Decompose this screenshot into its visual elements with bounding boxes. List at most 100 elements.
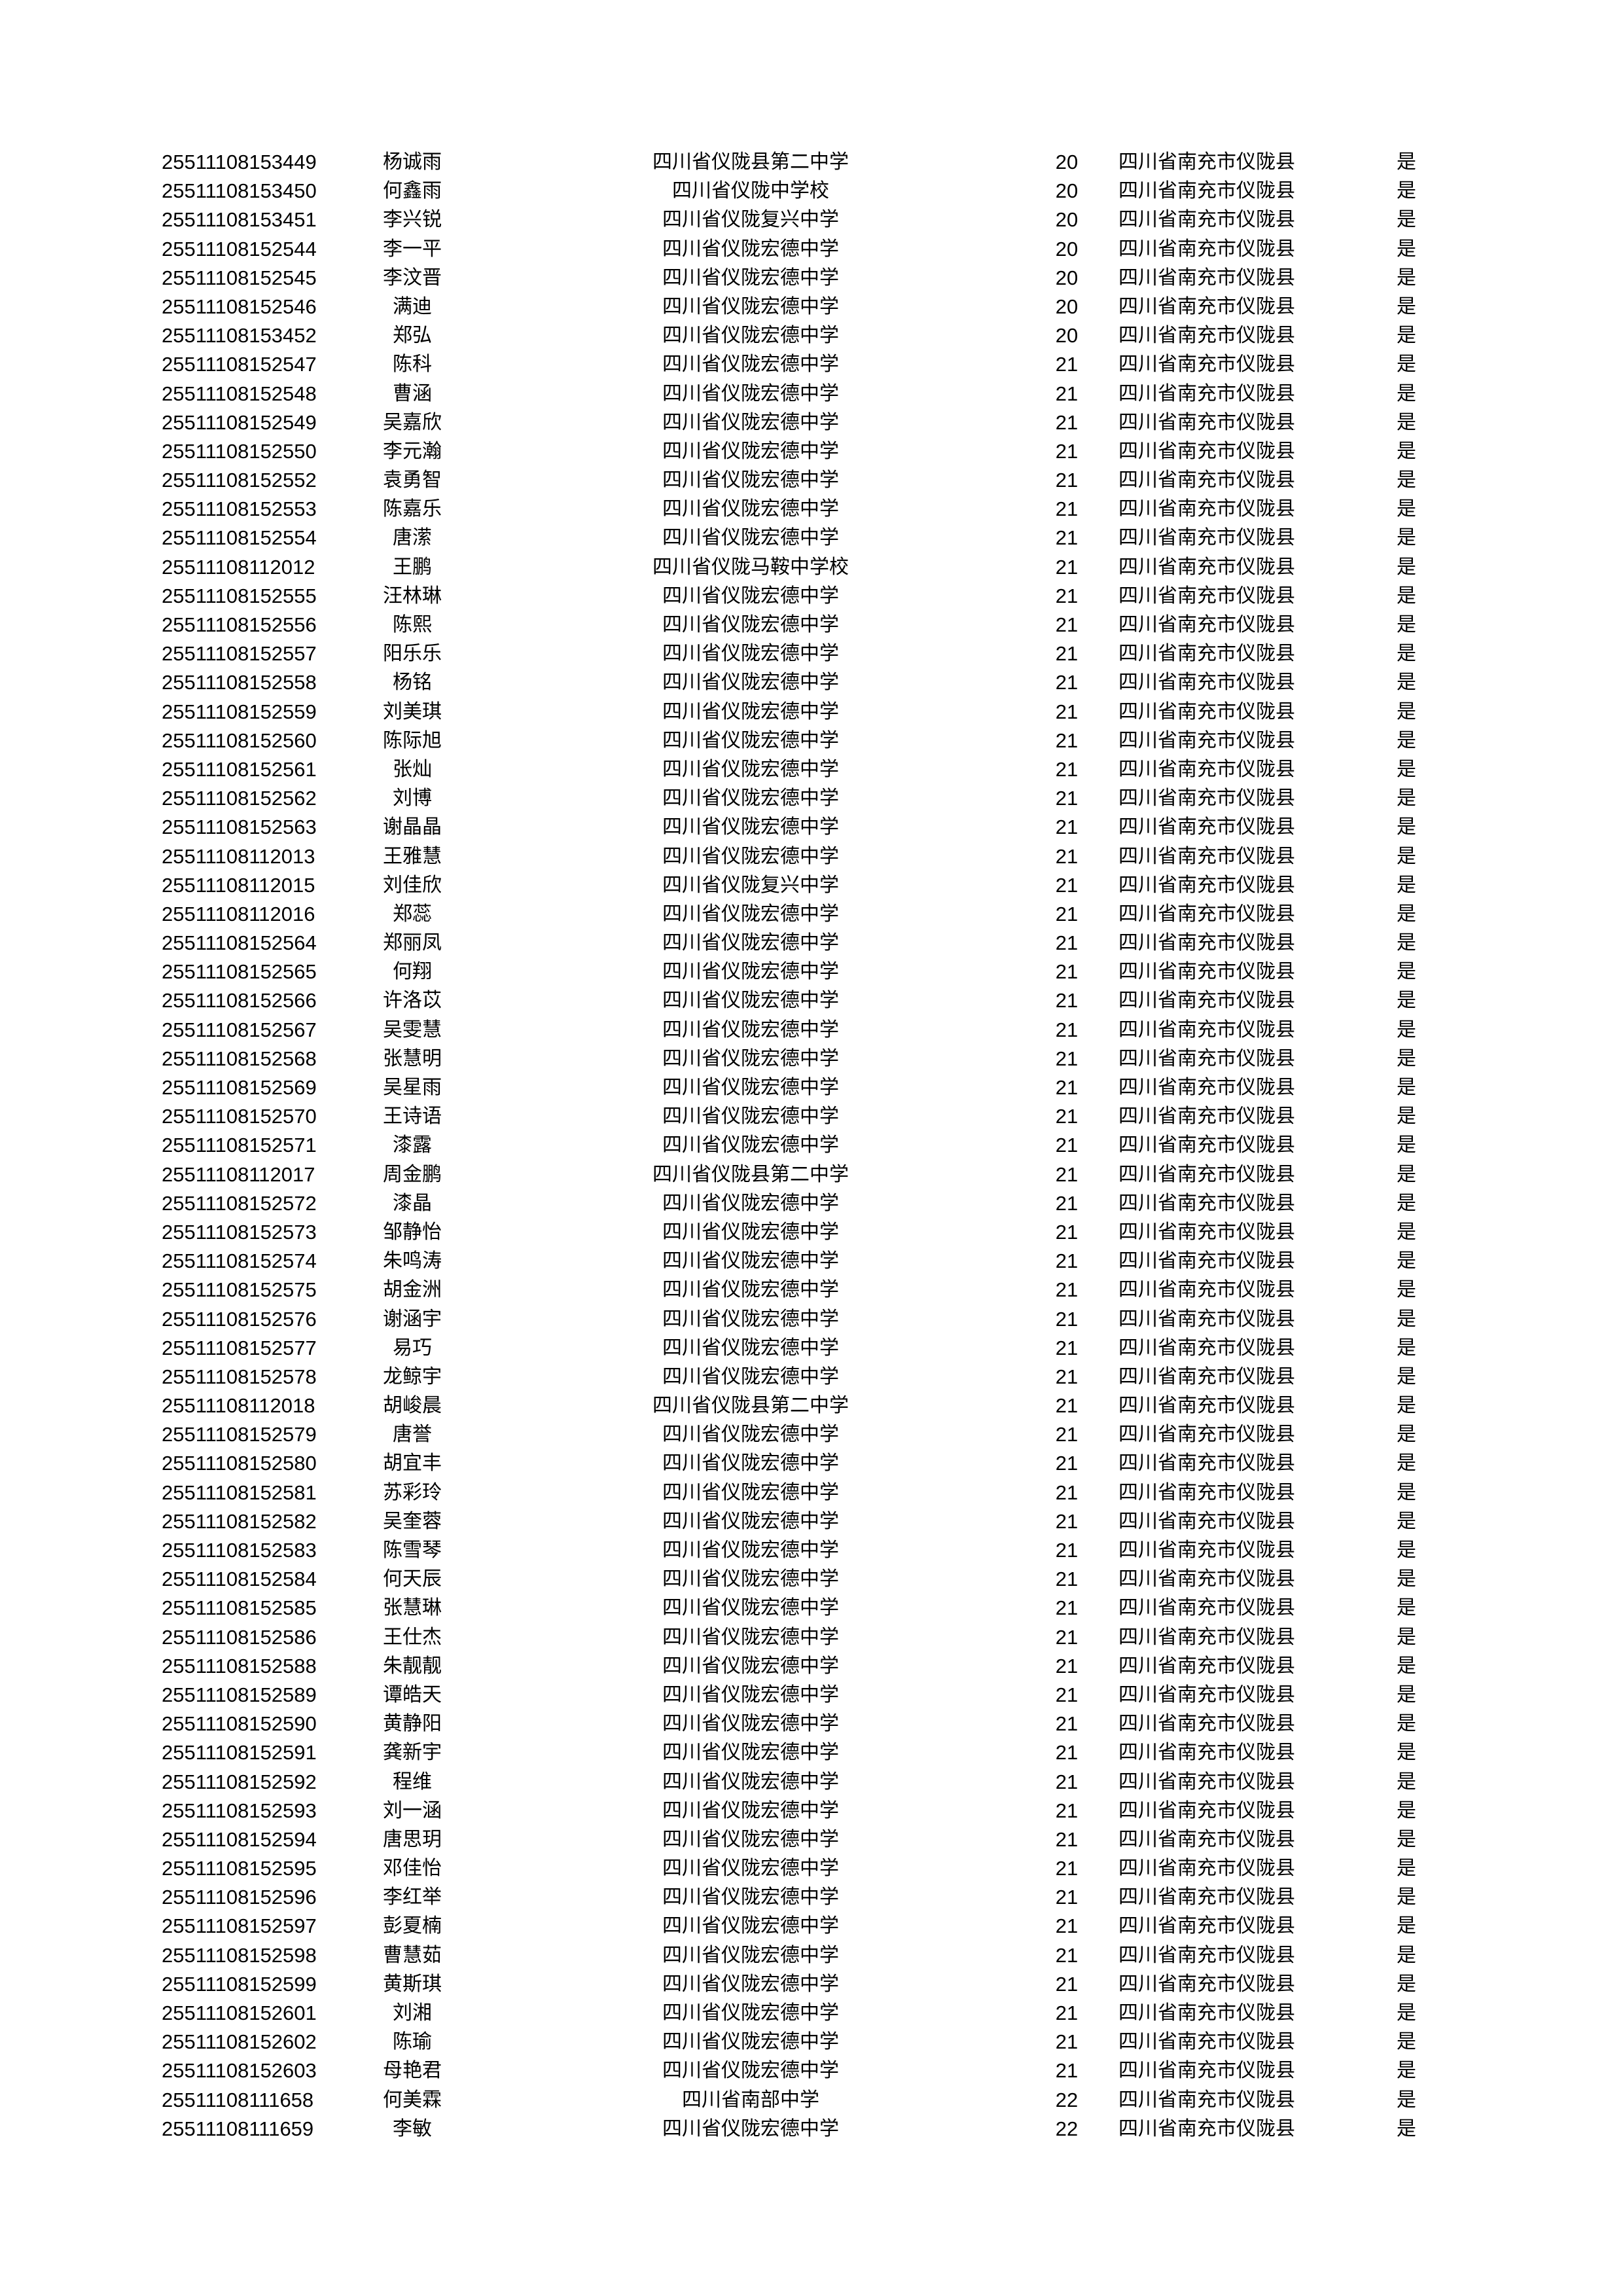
student-id: 25511108152572	[162, 1191, 317, 1215]
region: 四川省南充市仪陇县	[1118, 1857, 1295, 1880]
status-flag: 是	[1397, 1047, 1416, 1070]
table-row: 25511108152570 王诗语 四川省仪陇宏德中学 21 四川省南充市仪陇县 是	[0, 1102, 1623, 1131]
school-name: 四川省仪陇宏德中学	[662, 700, 839, 723]
table-row: 25511108152589 谭皓天 四川省仪陇宏德中学 21 四川省南充市仪陇县 是	[0, 1681, 1623, 1710]
status-flag: 是	[1397, 1886, 1416, 1909]
region: 四川省南充市仪陇县	[1118, 816, 1295, 839]
table-row: 25511108152554 唐潆 四川省仪陇宏德中学 21 四川省南充市仪陇县 是	[0, 524, 1623, 552]
status-flag: 是	[1397, 1943, 1416, 1967]
student-id: 25511108111659	[162, 2117, 314, 2140]
student-id: 25511108152589	[162, 1683, 317, 1706]
school-name: 四川省仪陇宏德中学	[662, 324, 839, 348]
student-id: 25511108152570	[162, 1105, 317, 1128]
school-name: 四川省仪陇宏德中学	[662, 1134, 839, 1157]
table-row: 25511108152598 曹慧茹 四川省仪陇宏德中学 21 四川省南充市仪陇县 是	[0, 1941, 1623, 1970]
region: 四川省南充市仪陇县	[1118, 1596, 1295, 1620]
region: 四川省南充市仪陇县	[1118, 1741, 1295, 1765]
region: 四川省南充市仪陇县	[1118, 1018, 1295, 1041]
region: 四川省南充市仪陇县	[1118, 1191, 1295, 1215]
school-name: 四川省仪陇宏德中学	[662, 526, 839, 550]
table-row: 25511108152596 李红举 四川省仪陇宏德中学 21 四川省南充市仪陇县 是	[0, 1883, 1623, 1912]
student-name: 陈科	[393, 353, 432, 376]
school-name: 四川省南部中学	[682, 2088, 819, 2111]
region: 四川省南充市仪陇县	[1118, 700, 1295, 723]
student-id: 25511108152559	[162, 700, 317, 723]
table-row: 25511108153449 杨诚雨 四川省仪陇县第二中学 20 四川省南充市仪陇县 是	[0, 148, 1623, 177]
status-flag: 是	[1397, 2088, 1416, 2111]
age: 20	[1055, 151, 1079, 173]
table-row: 25511108152599 黄斯琪 四川省仪陇宏德中学 21 四川省南充市仪陇县 是	[0, 1970, 1623, 1999]
student-id: 25511108112012	[162, 555, 315, 579]
school-name: 四川省仪陇宏德中学	[662, 237, 839, 260]
student-name: 袁勇智	[383, 469, 442, 492]
status-flag: 是	[1397, 1134, 1416, 1157]
school-name: 四川省仪陇宏德中学	[662, 1770, 839, 1793]
age: 21	[1055, 787, 1079, 810]
student-name: 邓佳怡	[383, 1857, 442, 1880]
age: 21	[1055, 1596, 1079, 1620]
age: 21	[1055, 1770, 1079, 1793]
school-name: 四川省仪陇宏德中学	[662, 295, 839, 318]
region: 四川省南充市仪陇县	[1118, 1134, 1295, 1157]
status-flag: 是	[1397, 1452, 1416, 1475]
age: 21	[1055, 700, 1079, 723]
student-name: 汪林琳	[383, 584, 442, 607]
table-row: 25511108152547 陈科 四川省仪陇宏德中学 21 四川省南充市仪陇县 是	[0, 350, 1623, 379]
student-name: 陈嘉乐	[383, 497, 442, 521]
status-flag: 是	[1397, 816, 1416, 839]
table-row: 25511108152552 袁勇智 四川省仪陇宏德中学 21 四川省南充市仪陇县 是	[0, 466, 1623, 495]
region: 四川省南充市仪陇县	[1118, 179, 1295, 203]
age: 21	[1055, 1943, 1079, 1967]
table-row: 25511108152549 吴嘉欣 四川省仪陇宏德中学 21 四川省南充市仪陇县 是	[0, 408, 1623, 437]
age: 21	[1055, 1857, 1079, 1880]
status-flag: 是	[1397, 844, 1416, 868]
student-id: 25511108152595	[162, 1857, 317, 1880]
table-row: 25511108152573 邹静怡 四川省仪陇宏德中学 21 四川省南充市仪陇县 是	[0, 1218, 1623, 1247]
student-name: 漆晶	[393, 1191, 432, 1215]
status-flag: 是	[1397, 439, 1416, 463]
school-name: 四川省仪陇宏德中学	[662, 816, 839, 839]
student-id: 25511108152576	[162, 1307, 317, 1331]
status-flag: 是	[1397, 1307, 1416, 1331]
student-name: 唐思玥	[383, 1827, 442, 1851]
table-row: 25511108152563 谢晶晶 四川省仪陇宏德中学 21 四川省南充市仪陇县 是	[0, 813, 1623, 842]
student-name: 张灿	[393, 757, 432, 781]
student-id: 25511108152558	[162, 671, 317, 694]
student-id: 25511108152577	[162, 1336, 317, 1359]
table-row: 25511108152580 胡宜丰 四川省仪陇宏德中学 21 四川省南充市仪陇县 是	[0, 1449, 1623, 1478]
age: 21	[1055, 1568, 1079, 1591]
student-id: 25511108152547	[162, 353, 317, 376]
status-flag: 是	[1397, 1857, 1416, 1880]
region: 四川省南充市仪陇县	[1118, 2059, 1295, 2083]
school-name: 四川省仪陇宏德中学	[662, 1943, 839, 1967]
student-name: 何天辰	[383, 1568, 442, 1591]
school-name: 四川省仪陇宏德中学	[662, 1886, 839, 1909]
age: 21	[1055, 1278, 1079, 1302]
age: 21	[1055, 1076, 1079, 1099]
school-name: 四川省仪陇宏德中学	[662, 728, 839, 752]
age: 21	[1055, 989, 1079, 1013]
student-id: 25511108152593	[162, 1799, 317, 1822]
table-row: 25511108152586 王仕杰 四川省仪陇宏德中学 21 四川省南充市仪陇县 是	[0, 1623, 1623, 1652]
status-flag: 是	[1397, 757, 1416, 781]
age: 21	[1055, 1827, 1079, 1851]
region: 四川省南充市仪陇县	[1118, 1162, 1295, 1186]
age: 21	[1055, 728, 1079, 752]
age: 21	[1055, 671, 1079, 694]
student-id: 25511108152591	[162, 1741, 317, 1765]
region: 四川省南充市仪陇县	[1118, 1654, 1295, 1677]
student-id: 25511108152555	[162, 584, 317, 607]
school-name: 四川省仪陇宏德中学	[662, 1047, 839, 1070]
student-name: 杨诚雨	[383, 151, 442, 173]
table-row: 25511108152601 刘湘 四川省仪陇宏德中学 21 四川省南充市仪陇县 是	[0, 1999, 1623, 2028]
status-flag: 是	[1397, 237, 1416, 260]
status-flag: 是	[1397, 1914, 1416, 1938]
student-name: 程维	[393, 1770, 432, 1793]
student-id: 25511108152571	[162, 1134, 317, 1157]
student-name: 张慧琳	[383, 1596, 442, 1620]
table-row: 25511108152579 唐誉 四川省仪陇宏德中学 21 四川省南充市仪陇县 是	[0, 1420, 1623, 1449]
status-flag: 是	[1397, 410, 1416, 434]
table-row: 25511108152544 李一平 四川省仪陇宏德中学 20 四川省南充市仪陇县 是	[0, 235, 1623, 264]
school-name: 四川省仪陇宏德中学	[662, 1365, 839, 1388]
student-id: 25511108112013	[162, 844, 315, 868]
